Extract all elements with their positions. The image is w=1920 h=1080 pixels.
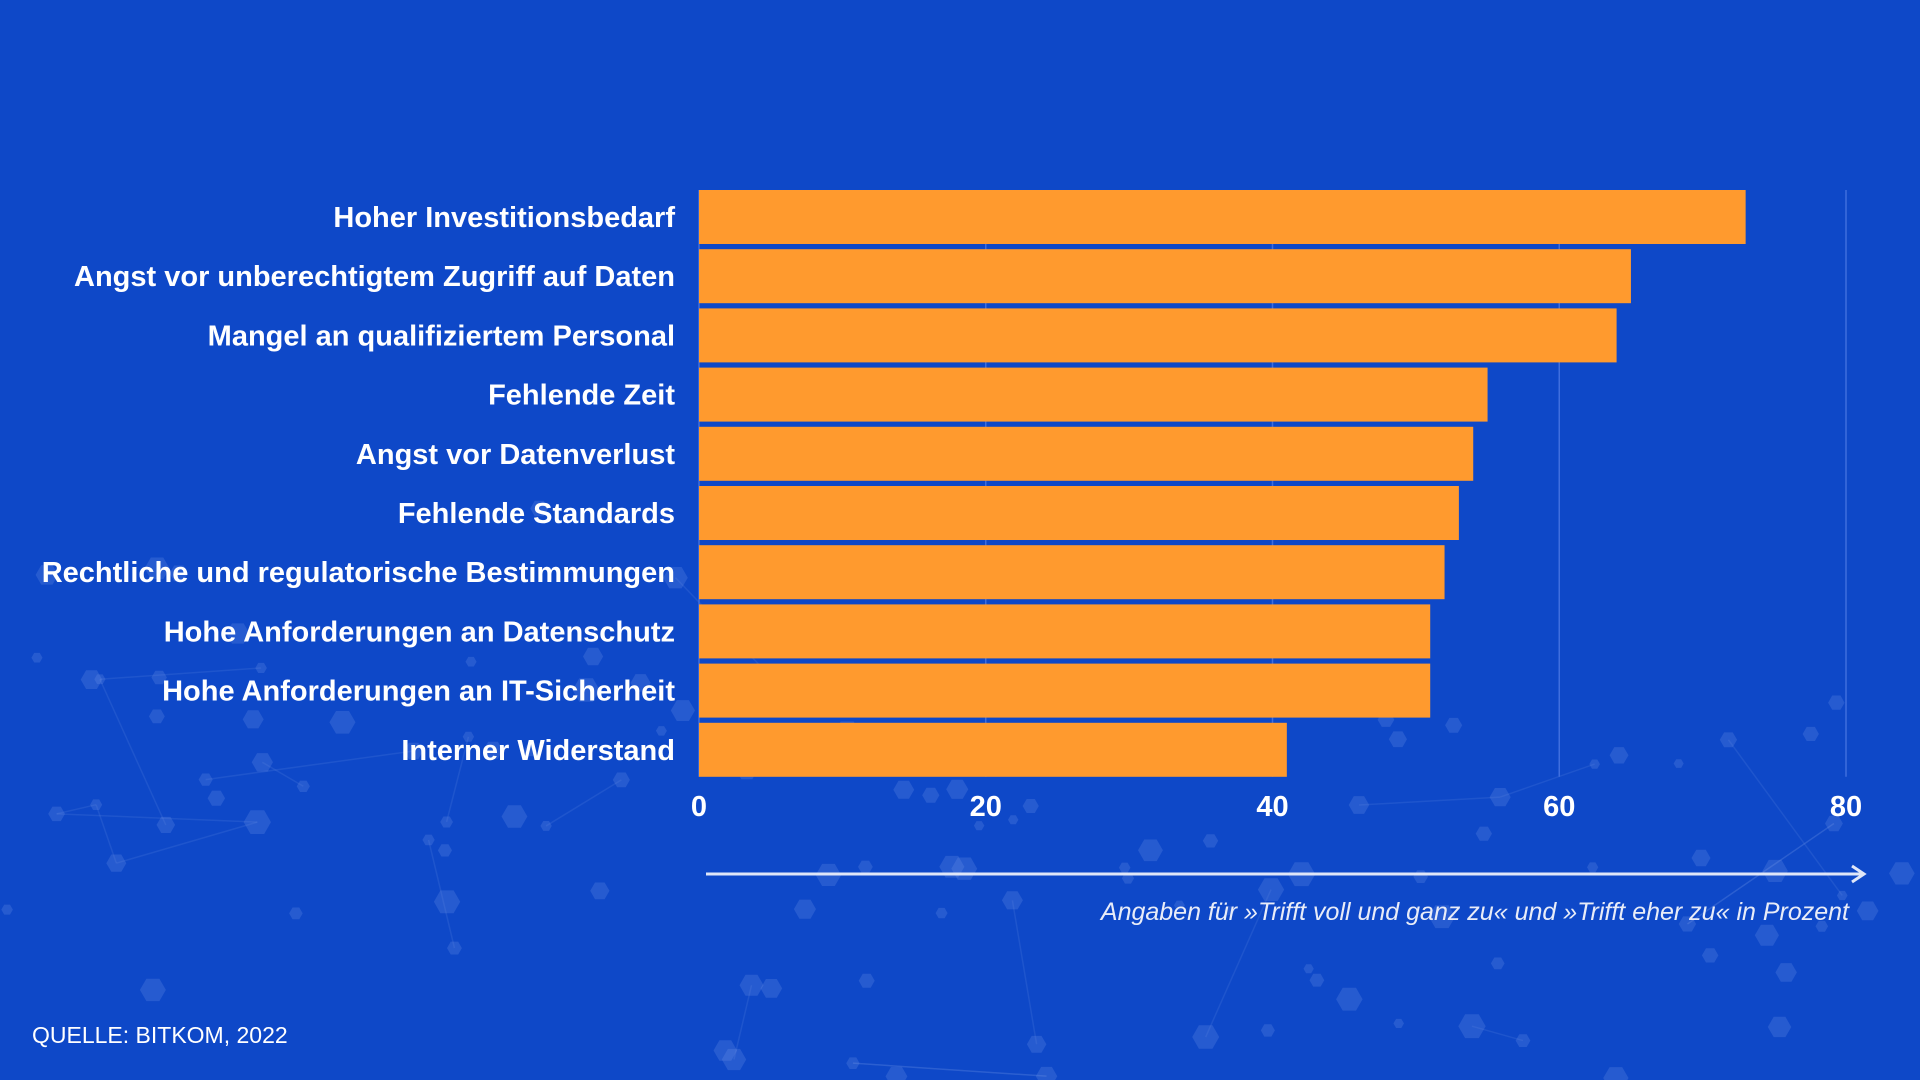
axis-arrow-head [1851,864,1867,884]
x-tick-label: 0 [691,791,707,823]
source-note: QUELLE: BITKOM, 2022 [32,1022,288,1048]
bar [699,486,1459,540]
bars [699,190,1746,777]
bar [699,722,1287,777]
axis-arrow [706,864,1867,884]
category-label: Angst vor unberechtigtem Zugriff auf Dat… [74,261,675,293]
category-label: Angst vor Datenverlust [356,439,675,471]
category-label: Interner Widerstand [401,735,675,767]
x-tick-label: 60 [1543,791,1575,823]
bar [699,249,1631,304]
x-axis-ticks: 0 20 40 60 80 [691,791,1862,823]
x-tick-label: 40 [1256,791,1288,823]
bar [699,367,1488,422]
category-label: Mangel an qualifiziertem Personal [208,320,675,352]
bar [699,545,1445,600]
bar [699,190,1746,244]
bar [699,604,1431,659]
bar [699,308,1617,363]
category-label: Fehlende Zeit [488,380,675,412]
x-tick-label: 80 [1830,791,1862,823]
category-label: Hohe Anforderungen an Datenschutz [164,616,675,648]
category-labels: Hoher Investitionsbedarf Angst vor unbere… [42,202,676,767]
bar [699,426,1474,481]
category-label: Hoher Investitionsbedarf [333,202,675,234]
x-tick-label: 20 [970,791,1002,823]
category-label: Rechtliche und regulatorische Bestimmung… [42,557,675,589]
category-label: Fehlende Standards [398,498,675,530]
x-axis-label: Angaben für »Trifft voll und ganz zu« un… [1100,898,1849,926]
bar [699,663,1431,718]
category-label: Hohe Anforderungen an IT-Sicherheit [162,676,675,708]
